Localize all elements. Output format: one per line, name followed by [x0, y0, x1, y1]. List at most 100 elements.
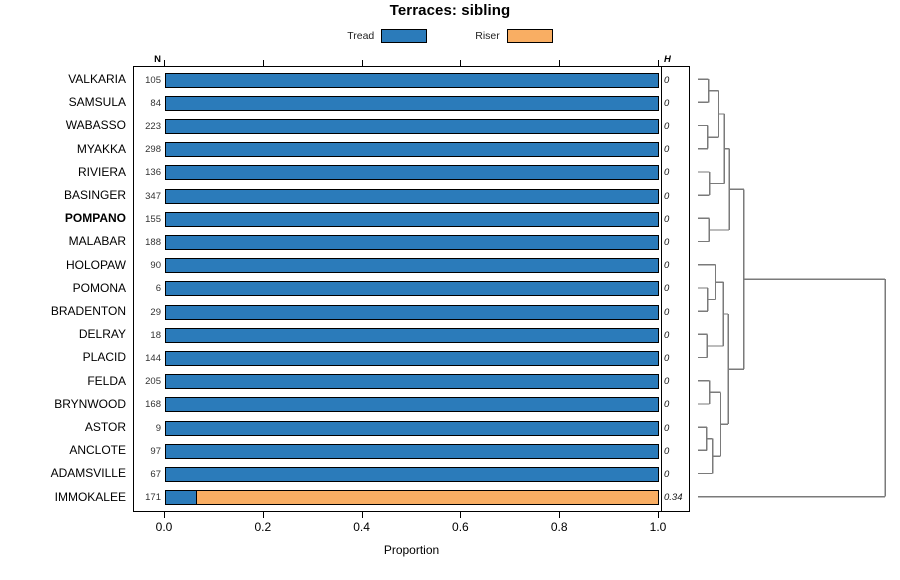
stacked-bar[interactable]: [165, 490, 659, 506]
table-row: 67 0: [134, 463, 689, 486]
bar-segment-tread: [166, 398, 658, 412]
x-axis-tick: [361, 512, 363, 518]
bar-segment-tread: [166, 351, 658, 365]
n-value: 347: [145, 190, 161, 202]
h-value: 0: [664, 97, 670, 109]
y-axis-label-riviera: RIVIERA: [77, 164, 126, 179]
stacked-bar[interactable]: [165, 327, 659, 343]
y-axis-label-adamsville: ADAMSVILLE: [50, 466, 126, 481]
x-axis-tick: [559, 512, 561, 518]
legend: Tread Riser: [0, 27, 900, 45]
bar-segment-tread: [166, 467, 658, 481]
n-value: 90: [150, 260, 161, 272]
bar-segment-tread: [166, 212, 658, 226]
x-axis-tick-top: [559, 60, 561, 66]
h-value: 0: [664, 144, 670, 156]
table-row: 84 0: [134, 92, 689, 115]
stacked-bar[interactable]: [165, 350, 659, 366]
h-value: 0: [664, 283, 670, 295]
h-value: 0: [664, 167, 670, 179]
x-axis-tick-label: 0.6: [452, 520, 469, 534]
x-axis-tick-top: [164, 60, 165, 66]
bar-segment-tread: [166, 282, 658, 296]
x-axis-tick-label: 0.8: [550, 520, 568, 534]
bar-segment-tread: [166, 143, 658, 157]
stacked-bar[interactable]: [165, 188, 659, 204]
table-row: 347 0: [134, 185, 689, 208]
legend-swatch-riser: [506, 29, 553, 43]
y-axis-label-delray: DELRAY: [78, 327, 126, 342]
n-value: 298: [145, 144, 161, 156]
n-value: 6: [155, 283, 161, 295]
y-axis-label-holopaw: HOLOPAW: [65, 257, 126, 272]
y-axis-label-pomona: POMONA: [72, 280, 126, 295]
n-value: 171: [145, 492, 161, 504]
stacked-bar[interactable]: [165, 72, 659, 88]
x-axis-tick-label: 1.0: [649, 520, 667, 534]
stacked-bar[interactable]: [165, 211, 659, 227]
n-value: 155: [145, 213, 161, 225]
n-value: 188: [145, 236, 161, 248]
table-row: 205 0: [134, 370, 689, 393]
stacked-bar[interactable]: [165, 118, 659, 134]
table-row: 90 0: [134, 254, 689, 277]
stacked-bar[interactable]: [165, 304, 659, 320]
bar-segment-tread: [166, 491, 196, 505]
bar-segment-tread: [166, 444, 658, 458]
x-axis-tick-label: 0.4: [353, 520, 370, 534]
table-row: 29 0: [134, 301, 689, 324]
stacked-bar[interactable]: [165, 466, 659, 482]
x-axis-tick-top: [658, 60, 659, 66]
table-row: 188 0: [134, 231, 689, 254]
stacked-bar[interactable]: [165, 234, 659, 250]
x-axis-tick: [164, 512, 165, 518]
h-value: 0: [664, 445, 670, 457]
h-value: 0: [664, 329, 670, 341]
x-axis-tick-top: [361, 60, 363, 66]
x-axis-tick: [658, 512, 659, 518]
h-value: 0: [664, 422, 670, 434]
bar-segment-riser: [196, 491, 658, 505]
stacked-bar[interactable]: [165, 374, 659, 390]
stacked-bar[interactable]: [165, 281, 659, 297]
stacked-bar[interactable]: [165, 165, 659, 181]
h-value: 0: [664, 213, 670, 225]
y-axis-label-anclote: ANCLOTE: [69, 443, 126, 458]
legend-item-riser: Riser: [475, 29, 553, 43]
stacked-bar[interactable]: [165, 258, 659, 274]
bar-segment-tread: [166, 328, 658, 342]
bar-segment-divider: [195, 491, 197, 505]
table-row: 171 0.34: [134, 486, 689, 509]
n-value: 136: [145, 167, 161, 179]
stacked-bar[interactable]: [165, 420, 659, 436]
column-headers: N H: [134, 54, 689, 67]
table-row: 144 0: [134, 347, 689, 370]
x-axis-title: Proportion: [383, 543, 440, 557]
stacked-bar[interactable]: [165, 95, 659, 111]
x-axis-tick-top: [262, 60, 264, 66]
y-axis-label-samsula: SAMSULA: [68, 95, 126, 110]
bar-segment-tread: [166, 305, 658, 319]
x-axis-top-ticks: [133, 60, 690, 66]
y-axis-label-malabar: MALABAR: [68, 234, 126, 249]
y-axis-label-wabasso: WABASSO: [65, 118, 126, 133]
table-row: 168 0: [134, 393, 689, 416]
y-axis-label-valkaria: VALKARIA: [68, 72, 126, 87]
table-row: 298 0: [134, 138, 689, 161]
h-value: 0.34: [664, 492, 683, 504]
x-axis-tick: [262, 512, 264, 518]
h-value: 0: [664, 352, 670, 364]
legend-label-tread: Tread: [347, 30, 375, 42]
x-axis: 0.0 0.2 0.4 0.6 0.8 1.0: [133, 512, 690, 546]
stacked-bar[interactable]: [165, 443, 659, 459]
x-axis-tick: [460, 512, 462, 518]
h-column-divider: [661, 67, 662, 511]
bar-segment-tread: [166, 421, 658, 435]
n-value: 18: [150, 329, 161, 341]
legend-item-tread: Tread: [347, 29, 428, 43]
stacked-bar[interactable]: [165, 142, 659, 158]
stacked-bar[interactable]: [165, 397, 659, 413]
h-value: 0: [664, 376, 670, 388]
table-row: 155 0: [134, 208, 689, 231]
